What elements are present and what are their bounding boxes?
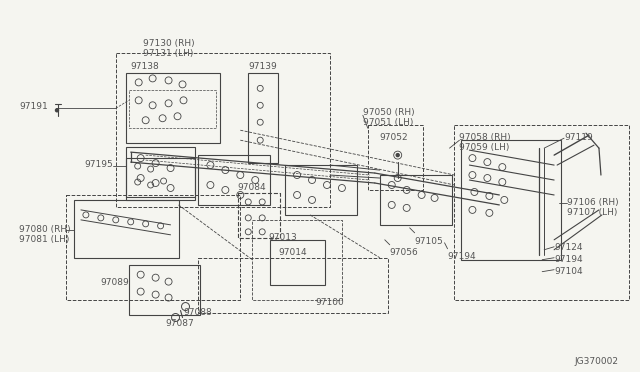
Bar bbox=[454, 125, 629, 299]
Text: 97105: 97105 bbox=[415, 237, 444, 246]
Text: 97119: 97119 bbox=[564, 133, 593, 142]
Bar bbox=[74, 200, 179, 258]
Text: 97087: 97087 bbox=[166, 320, 195, 328]
Bar bbox=[368, 125, 422, 190]
Bar bbox=[198, 155, 270, 205]
Bar bbox=[125, 73, 220, 143]
Bar bbox=[129, 265, 200, 314]
Text: 97130 (RH): 97130 (RH) bbox=[143, 39, 195, 48]
Text: 97104: 97104 bbox=[554, 267, 583, 276]
Text: 97100: 97100 bbox=[316, 298, 344, 307]
Text: 97106 (RH): 97106 (RH) bbox=[567, 198, 619, 207]
Bar bbox=[66, 195, 240, 299]
Bar bbox=[198, 258, 388, 312]
Text: 97059 (LH): 97059 (LH) bbox=[460, 143, 510, 152]
Text: 97194: 97194 bbox=[554, 255, 583, 264]
Text: 97013: 97013 bbox=[268, 233, 297, 242]
Bar bbox=[270, 240, 325, 285]
Text: 97194: 97194 bbox=[447, 252, 476, 261]
Text: 97138: 97138 bbox=[131, 62, 159, 71]
Bar bbox=[238, 193, 280, 238]
Text: 97056: 97056 bbox=[390, 248, 419, 257]
Bar bbox=[380, 175, 451, 225]
Text: 97139: 97139 bbox=[248, 62, 277, 71]
Circle shape bbox=[56, 109, 58, 112]
Text: JG370002: JG370002 bbox=[575, 357, 619, 366]
Bar bbox=[248, 73, 278, 163]
Text: 97051 (LH): 97051 (LH) bbox=[363, 118, 413, 127]
Text: 97052: 97052 bbox=[380, 133, 408, 142]
Text: 97050 (RH): 97050 (RH) bbox=[363, 108, 415, 117]
Text: 97080 (RH): 97080 (RH) bbox=[19, 225, 71, 234]
Text: 97081 (LH): 97081 (LH) bbox=[19, 235, 70, 244]
Bar bbox=[252, 220, 342, 299]
Text: 97107 (LH): 97107 (LH) bbox=[567, 208, 618, 217]
Bar bbox=[125, 158, 195, 200]
Bar bbox=[285, 165, 357, 215]
Bar bbox=[129, 90, 216, 128]
Text: 97084: 97084 bbox=[237, 183, 266, 192]
Text: 97014: 97014 bbox=[278, 248, 307, 257]
Circle shape bbox=[396, 154, 399, 157]
Text: 97131 (LH): 97131 (LH) bbox=[143, 48, 194, 58]
Text: 97195: 97195 bbox=[84, 160, 113, 169]
Bar bbox=[461, 140, 561, 260]
Text: 97089: 97089 bbox=[101, 278, 129, 287]
Bar bbox=[125, 147, 195, 197]
Text: 97191: 97191 bbox=[19, 102, 48, 111]
Text: 97058 (RH): 97058 (RH) bbox=[460, 133, 511, 142]
Bar bbox=[116, 52, 330, 207]
Text: 97124: 97124 bbox=[554, 243, 582, 252]
Text: 97088: 97088 bbox=[184, 308, 212, 317]
